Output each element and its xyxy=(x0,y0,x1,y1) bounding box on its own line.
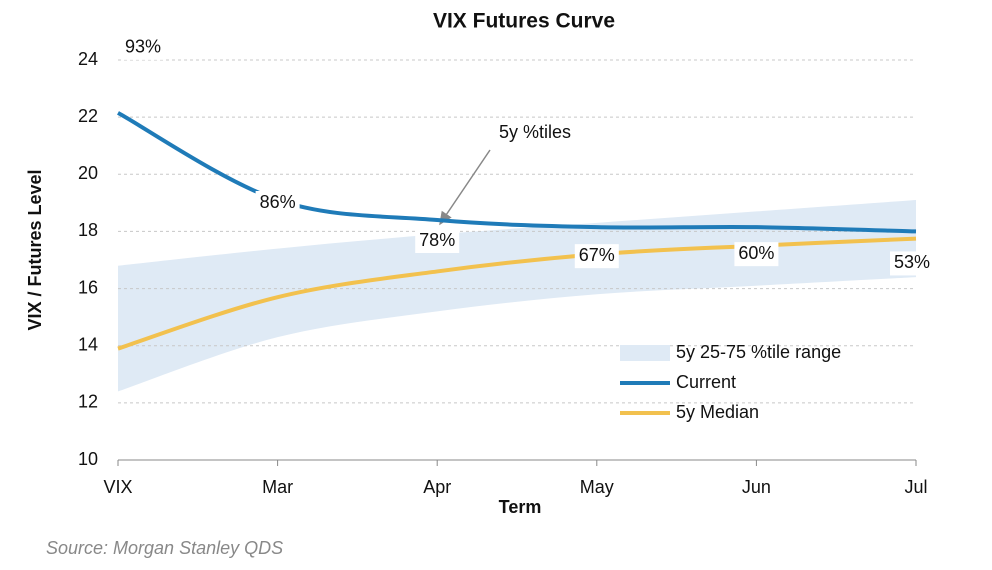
y-axis-label: VIX / Futures Level xyxy=(25,169,45,330)
y-tick-label: 24 xyxy=(78,49,98,69)
percentile-label: 86% xyxy=(260,192,296,212)
label-bg xyxy=(121,35,165,60)
percentile-label: 78% xyxy=(419,230,455,250)
y-tick-label: 22 xyxy=(78,106,98,126)
line xyxy=(117,111,917,234)
y-tick-label: 14 xyxy=(78,334,98,354)
x-tick-label: Mar xyxy=(262,477,293,497)
chart-title: VIX Futures Curve xyxy=(433,10,615,33)
x-tick-label: Jun xyxy=(742,477,771,497)
label-bg xyxy=(415,229,460,253)
source: Source: Morgan Stanley QDS xyxy=(46,538,283,558)
legend-swatch xyxy=(620,345,670,361)
label-bg xyxy=(890,251,934,276)
legend-label: 5y 25-75 %tile range xyxy=(676,342,841,362)
x-tick-label: VIX xyxy=(103,477,132,497)
x-tick-label: May xyxy=(580,477,614,497)
legend-label: 5y Median xyxy=(676,402,759,422)
x-tick-label: Jul xyxy=(904,477,927,497)
annotation-arrow xyxy=(439,149,491,226)
x-axis-label: Term xyxy=(499,497,542,517)
annotation: 5y %tiles xyxy=(499,122,571,142)
y-tick-label: 18 xyxy=(78,220,98,240)
label-bg xyxy=(574,244,619,269)
label-bg xyxy=(734,242,779,267)
y-tick-label: 16 xyxy=(78,277,98,297)
percentile-label: 60% xyxy=(738,243,774,263)
percentile-label: 67% xyxy=(579,245,615,265)
x-tick-label: Apr xyxy=(423,477,451,497)
y-tick-label: 20 xyxy=(78,163,98,183)
legend-label: Current xyxy=(676,372,736,392)
y-tick-label: 12 xyxy=(78,392,98,412)
y-tick-label: 10 xyxy=(78,449,98,469)
label-bg xyxy=(255,191,300,215)
percentile-label: 53% xyxy=(894,252,930,272)
percentile-label: 93% xyxy=(125,37,161,57)
